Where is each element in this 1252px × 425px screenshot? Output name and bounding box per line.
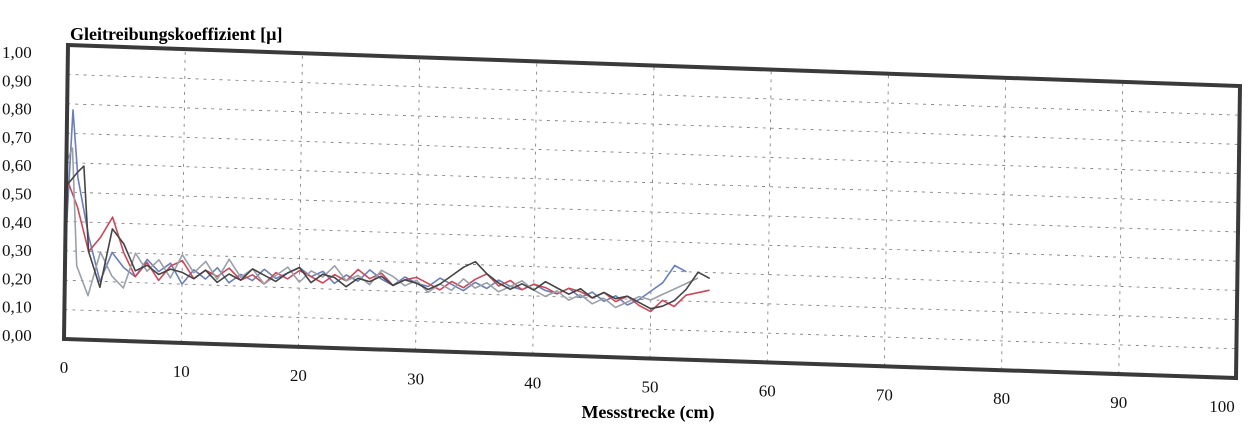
y-tick-label: 0,20 bbox=[2, 269, 32, 288]
x-tick-label: 70 bbox=[876, 385, 893, 404]
x-tick-label: 90 bbox=[1110, 393, 1127, 412]
grid-line-vertical bbox=[649, 65, 655, 359]
y-tick-label: 0,80 bbox=[2, 100, 32, 119]
x-tick-label: 0 bbox=[60, 358, 69, 377]
grid-line-horizontal bbox=[66, 132, 1239, 174]
x-tick-label: 100 bbox=[1209, 397, 1235, 416]
grid-line-vertical bbox=[298, 53, 303, 347]
y-tick-label: 0,00 bbox=[2, 326, 32, 345]
grid-line-horizontal bbox=[67, 74, 1240, 116]
plot-frame bbox=[61, 42, 1243, 381]
grid-line-vertical bbox=[532, 61, 538, 355]
series-group bbox=[64, 109, 711, 313]
grid-line-horizontal bbox=[64, 309, 1237, 350]
grid-line-vertical bbox=[884, 73, 889, 367]
grid-line-vertical bbox=[415, 57, 420, 351]
y-tick-label: 0,70 bbox=[2, 128, 32, 147]
x-tick-label: 40 bbox=[524, 374, 541, 393]
x-tick-label: 20 bbox=[290, 366, 307, 385]
grid-line-horizontal bbox=[65, 250, 1238, 291]
x-tick-label: 50 bbox=[642, 378, 659, 397]
series-line-2 bbox=[65, 177, 710, 313]
y-tick-label: 0,30 bbox=[2, 241, 32, 260]
y-tick-label: 0,40 bbox=[2, 213, 32, 232]
series-line-1 bbox=[64, 109, 687, 306]
y-tick-label: 0,10 bbox=[2, 298, 32, 317]
grid-lines bbox=[64, 49, 1240, 375]
x-axis-label: Messstrecke (cm) bbox=[581, 402, 714, 423]
y-tick-labels: 0,00 0,10 0,20 0,30 0,40 0,50 0,60 0,70 0,80 0,90… bbox=[2, 43, 32, 345]
x-tick-label: 30 bbox=[407, 370, 424, 389]
x-tick-label: 60 bbox=[759, 381, 776, 400]
series-line-3 bbox=[65, 147, 699, 309]
y-tick-label: 0,90 bbox=[2, 71, 32, 90]
y-tick-label: 0,50 bbox=[2, 185, 32, 204]
x-tick-label: 10 bbox=[173, 362, 190, 381]
grid-line-vertical bbox=[766, 69, 772, 363]
grid-line-vertical bbox=[1001, 77, 1006, 371]
chart-title: Gleitreibungskoeffizient [µ] bbox=[70, 24, 283, 44]
x-tick-label: 80 bbox=[993, 389, 1010, 408]
grid-line-vertical bbox=[180, 49, 186, 343]
x-tick-labels: 0 10 20 30 40 50 60 70 80 90 100 bbox=[60, 358, 1235, 416]
grid-line-horizontal bbox=[65, 221, 1238, 262]
grid-line-horizontal bbox=[66, 162, 1239, 204]
grid-line-vertical bbox=[1118, 81, 1124, 375]
series-line-4 bbox=[65, 165, 711, 310]
y-tick-label: 0,60 bbox=[2, 156, 32, 175]
y-tick-label: 1,00 bbox=[2, 43, 32, 62]
